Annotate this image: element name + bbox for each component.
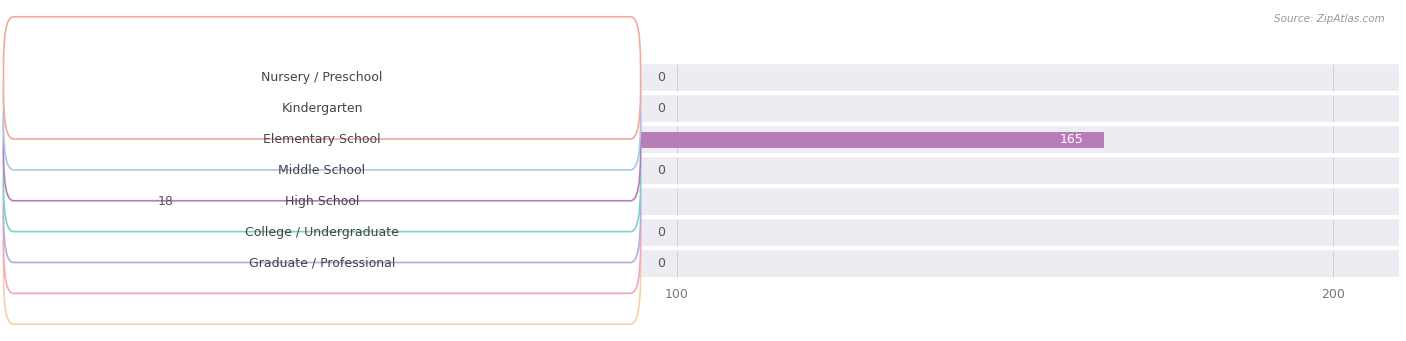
Text: Kindergarten: Kindergarten bbox=[281, 102, 363, 115]
Bar bbox=[20, 95, 1399, 122]
Bar bbox=[20, 132, 1104, 148]
FancyBboxPatch shape bbox=[3, 78, 641, 201]
Bar bbox=[20, 219, 1399, 246]
Bar bbox=[20, 70, 44, 86]
FancyBboxPatch shape bbox=[3, 109, 641, 232]
Bar bbox=[20, 64, 1399, 91]
Text: 0: 0 bbox=[657, 102, 665, 115]
Text: 0: 0 bbox=[657, 257, 665, 270]
Bar bbox=[20, 157, 1399, 184]
Text: Nursery / Preschool: Nursery / Preschool bbox=[262, 71, 382, 84]
Text: High School: High School bbox=[285, 195, 359, 208]
Text: Source: ZipAtlas.com: Source: ZipAtlas.com bbox=[1274, 14, 1385, 24]
FancyBboxPatch shape bbox=[3, 202, 641, 324]
Bar bbox=[20, 250, 1399, 277]
Bar bbox=[20, 188, 1399, 215]
Text: SCHOOL ENROLLMENT IN ZIP CODE 89317: SCHOOL ENROLLMENT IN ZIP CODE 89317 bbox=[20, 38, 443, 55]
Text: Elementary School: Elementary School bbox=[263, 133, 381, 146]
Text: 0: 0 bbox=[657, 164, 665, 177]
FancyBboxPatch shape bbox=[3, 17, 641, 139]
Text: 165: 165 bbox=[1060, 133, 1084, 146]
Bar bbox=[20, 101, 44, 117]
Bar bbox=[20, 126, 1399, 153]
Text: Graduate / Professional: Graduate / Professional bbox=[249, 257, 395, 270]
Bar bbox=[20, 162, 44, 179]
FancyBboxPatch shape bbox=[3, 48, 641, 170]
Text: 0: 0 bbox=[657, 226, 665, 239]
Bar bbox=[20, 224, 44, 240]
FancyBboxPatch shape bbox=[3, 140, 641, 263]
Text: Middle School: Middle School bbox=[278, 164, 366, 177]
FancyBboxPatch shape bbox=[3, 171, 641, 293]
Text: College / Undergraduate: College / Undergraduate bbox=[245, 226, 399, 239]
Text: 18: 18 bbox=[157, 195, 174, 208]
Bar bbox=[20, 255, 44, 271]
Text: 0: 0 bbox=[657, 71, 665, 84]
Bar bbox=[20, 193, 138, 209]
